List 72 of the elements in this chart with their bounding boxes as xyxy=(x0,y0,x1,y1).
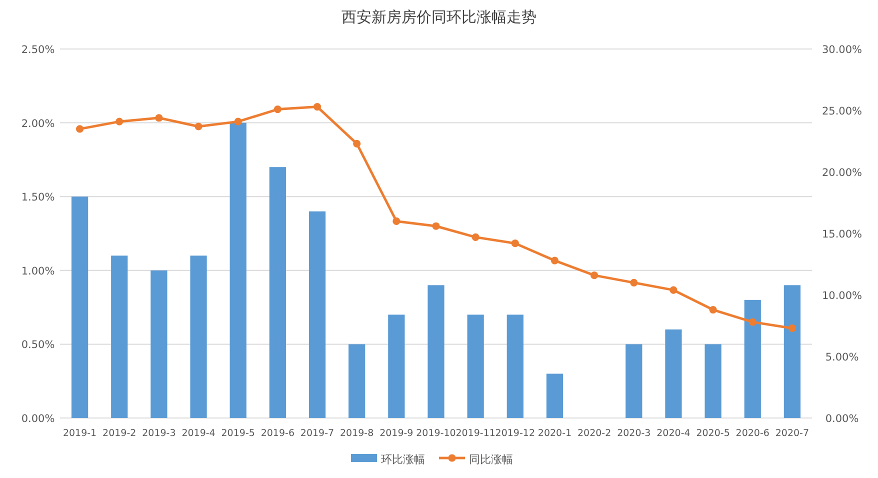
bar xyxy=(190,256,207,418)
x-tick-label: 2019-8 xyxy=(340,428,374,439)
x-tick-label: 2019-6 xyxy=(260,428,295,439)
x-tick-label: 2020-7 xyxy=(775,428,810,439)
x-tick-label: 2019-12 xyxy=(495,428,536,439)
point xyxy=(748,318,756,326)
point xyxy=(630,278,638,286)
y2-tick-label: 30.00% xyxy=(822,44,862,56)
bar xyxy=(111,256,128,418)
bar xyxy=(784,285,801,418)
bar xyxy=(546,374,564,418)
x-tick-label: 2019-1 xyxy=(62,428,97,439)
y-tick-label: 0.50% xyxy=(21,339,55,352)
x-tick-label: 2019-10 xyxy=(416,428,456,439)
x-tick-label: 2019-9 xyxy=(380,428,414,439)
x-tick-label: 2019-3 xyxy=(142,428,176,439)
bar xyxy=(428,285,444,418)
y-tick-label: 2.00% xyxy=(21,118,55,130)
bar xyxy=(230,122,246,418)
x-tick-label: 2020-4 xyxy=(656,428,690,439)
point xyxy=(432,222,440,230)
point xyxy=(709,306,717,314)
bar xyxy=(506,314,524,418)
chart-title: 西安新房房价同环比涨幅走势 xyxy=(342,8,536,26)
bar xyxy=(467,314,484,418)
point xyxy=(550,256,559,264)
y2-tick-label: 25.00% xyxy=(822,106,862,118)
point xyxy=(155,114,163,122)
y2-tick-label: 5.00% xyxy=(825,352,859,364)
bar xyxy=(71,196,88,418)
bar xyxy=(348,344,366,418)
bar xyxy=(269,167,286,418)
y-tick-label: 2.50% xyxy=(21,44,55,56)
legend-label: 同比涨幅 xyxy=(469,453,513,466)
bar xyxy=(150,270,168,418)
x-tick-label: 2020-3 xyxy=(617,428,651,439)
y2-tick-label: 10.00% xyxy=(822,290,862,302)
point xyxy=(76,125,84,133)
y-tick-label: 0.00% xyxy=(21,413,55,425)
point xyxy=(788,324,796,332)
x-tick-label: 2020-5 xyxy=(696,428,730,439)
y2-tick-label: 0.00% xyxy=(825,413,859,425)
point xyxy=(116,118,124,126)
bar xyxy=(626,344,642,418)
legend-label: 环比涨幅 xyxy=(381,453,425,466)
y-tick-label: 1.50% xyxy=(21,192,55,204)
y2-tick-label: 15.00% xyxy=(822,228,862,240)
point xyxy=(670,286,678,294)
point xyxy=(274,105,282,114)
x-tick-label: 2019-2 xyxy=(102,428,136,439)
x-tick-label: 2020-6 xyxy=(736,428,770,439)
point xyxy=(353,140,361,148)
point xyxy=(392,217,400,225)
bar xyxy=(308,211,326,418)
y-tick-label: 1.00% xyxy=(21,265,55,278)
x-tick-label: 2019-5 xyxy=(221,428,255,439)
x-tick-label: 2020-2 xyxy=(577,428,612,439)
point xyxy=(234,118,242,126)
bar xyxy=(704,344,722,418)
x-tick-label: 2019-11 xyxy=(456,428,496,439)
x-tick-label: 2019-4 xyxy=(182,428,216,439)
bar xyxy=(388,314,405,418)
bar xyxy=(744,300,761,418)
point xyxy=(511,240,519,248)
bar xyxy=(665,329,682,418)
x-tick-label: 2019-7 xyxy=(300,428,334,439)
point xyxy=(194,122,202,130)
point xyxy=(472,233,480,241)
x-tick-label: 2020-1 xyxy=(538,428,572,439)
y2-tick-label: 20.00% xyxy=(822,167,862,179)
point xyxy=(590,272,598,280)
point xyxy=(313,103,322,111)
